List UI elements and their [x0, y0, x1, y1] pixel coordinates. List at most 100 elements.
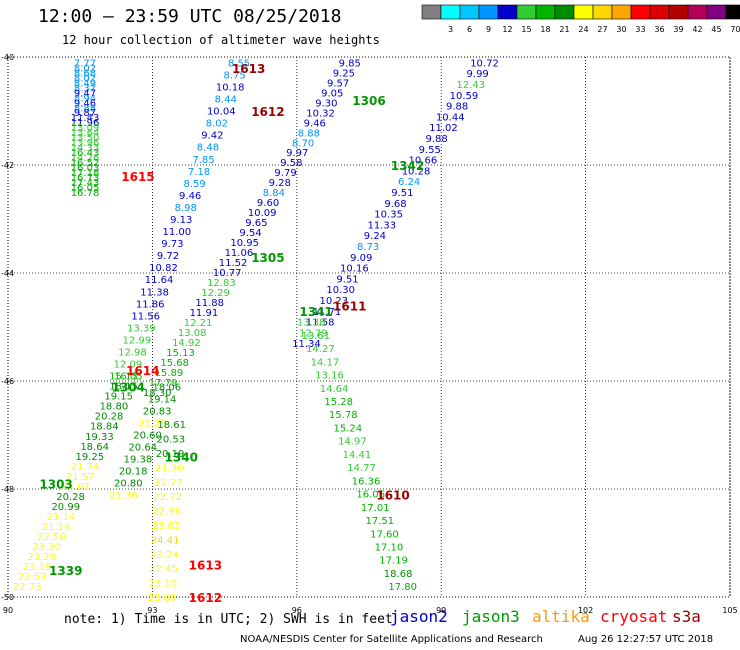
swh-value: 10.82 [149, 263, 178, 274]
pass-number-label: 1611 [333, 299, 366, 313]
swh-value: 21.36 [109, 490, 138, 501]
swh-value: 20.60 [133, 430, 162, 441]
swh-value: 10.23 [320, 296, 349, 307]
swh-value: 21.16 [42, 522, 71, 533]
scale-label: 30 [616, 25, 626, 34]
track-1613-north: 7.778.028.688.028.498.379.478.949.468.88… [71, 58, 100, 199]
swh-value: 23.10 [149, 579, 178, 590]
swh-value: 14.41 [343, 450, 372, 461]
swh-value: 9.46 [179, 191, 201, 202]
swh-value: 9.60 [257, 198, 279, 209]
scale-swatch [497, 4, 518, 20]
map-grid [7, 56, 731, 598]
swh-value: 9.13 [170, 215, 192, 226]
swh-value: 11.38 [140, 287, 169, 298]
swh-value: 20.53 [157, 435, 186, 446]
swh-value: 19.15 [104, 392, 133, 403]
swh-value: 14.27 [306, 344, 335, 355]
swh-value: 9.46 [304, 118, 326, 129]
scale-label: 24 [578, 25, 588, 34]
track-1303: 16.0518.1519.1518.8020.2818.8419.3318.64… [13, 372, 143, 594]
swh-value: 20.19 [156, 449, 185, 460]
swh-value: 21.07 [61, 482, 90, 493]
y-tick-label: -48 [1, 485, 14, 494]
swh-value: 11.34 [292, 339, 321, 350]
swh-value: 20.28 [56, 492, 85, 503]
swh-value: 10.30 [326, 285, 355, 296]
swh-value: 18.15 [109, 382, 138, 393]
scale-swatch [668, 4, 689, 20]
swh-value: 17.51 [366, 516, 395, 527]
swh-value: 20.28 [95, 412, 124, 423]
swh-value: 11.71 [313, 307, 342, 318]
swh-value: 13.50 [71, 133, 100, 144]
swh-value: 9.30 [315, 98, 337, 109]
swh-value: 10.09 [248, 208, 277, 219]
swh-value: 23.30 [32, 542, 61, 553]
swh-value: 12.83 [207, 278, 236, 289]
swh-value: 22.96 [153, 507, 182, 518]
scale-swatch [706, 4, 727, 20]
x-tick-label: 99 [436, 606, 446, 615]
swh-value: 8.75 [223, 70, 245, 81]
swh-value: 21.30 [155, 463, 184, 474]
swh-value: 22.72 [153, 492, 182, 503]
swh-value: 23.09 [148, 593, 177, 604]
swh-value: 8.88 [298, 128, 320, 139]
swh-value: 11.91 [190, 308, 219, 319]
swh-value: 21.77 [154, 478, 183, 489]
swh-value: 8.49 [74, 78, 96, 89]
swh-value: 12.43 [457, 80, 486, 91]
scale-label: 70 [730, 25, 740, 34]
swh-value: 9.09 [350, 253, 372, 264]
swh-value: 10.72 [470, 58, 499, 69]
swh-value: 22.45 [149, 564, 178, 575]
swh-value: 15.78 [329, 410, 358, 421]
swh-value: 8.44 [215, 95, 237, 106]
swh-value: 21.74 [71, 462, 100, 473]
swh-value: 14.77 [347, 463, 376, 474]
y-tick-label: -46 [1, 377, 14, 386]
swh-value: 11.43 [71, 113, 100, 124]
swh-value: 15.13 [166, 348, 195, 359]
swh-value: 10.35 [374, 210, 403, 221]
scale-swatch [687, 4, 708, 20]
swh-value: 16.05 [114, 372, 143, 383]
swh-value: 8.37 [74, 83, 96, 94]
swh-value: 23.19 [23, 562, 52, 573]
swh-value: 10.66 [409, 156, 438, 167]
swh-value: 8.48 [197, 143, 219, 154]
scale-swatch [573, 4, 594, 20]
scale-label: 45 [711, 25, 721, 34]
swh-value: 8.70 [292, 138, 314, 149]
track-1306: 9.859.259.579.059.3010.329.468.888.709.9… [143, 58, 361, 398]
swh-value: 21.14 [47, 512, 76, 523]
swh-value: 11.88 [195, 298, 224, 309]
pass-number-label: 1612 [251, 105, 284, 119]
scale-swatch [554, 4, 575, 20]
swh-value: 18.06 [153, 382, 182, 393]
swh-value: 19.38 [124, 454, 153, 465]
pass-number-label: 1341 [299, 305, 332, 319]
scale-swatch [649, 4, 670, 20]
swh-value: 18.61 [157, 420, 186, 431]
swh-value: 10.18 [216, 82, 245, 93]
swh-value: 22.73 [13, 582, 42, 593]
satellite-tracks: 7.778.028.688.028.498.379.478.949.468.88… [13, 58, 499, 604]
swh-value: 9.97 [286, 148, 308, 159]
pass-number-label: 1613 [189, 559, 222, 573]
scale-swatch [725, 4, 740, 20]
legend-altika: altika [532, 607, 590, 626]
swh-value: 9.58 [280, 158, 302, 169]
swh-value: 16.52 [71, 158, 100, 169]
x-tick-label: 96 [292, 606, 302, 615]
swh-value: 14.97 [338, 437, 367, 448]
swh-value: 16.05 [71, 183, 100, 194]
swh-value: 17.01 [361, 503, 390, 514]
swh-value: 18.64 [80, 442, 109, 453]
y-tick-label: -44 [1, 269, 14, 278]
scale-label: 6 [467, 25, 472, 34]
